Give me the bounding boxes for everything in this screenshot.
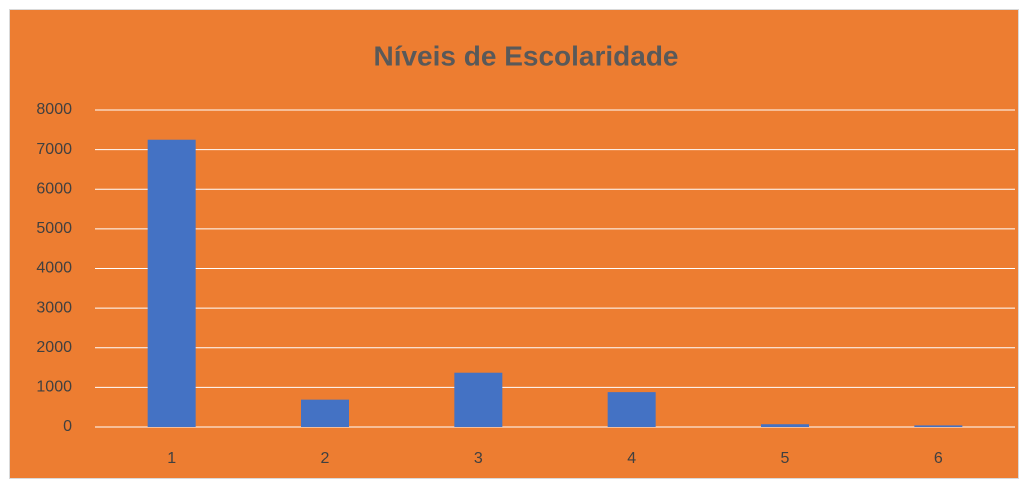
y-tick-label: 4000: [36, 260, 72, 277]
y-tick-label: 5000: [36, 220, 72, 237]
bar: [607, 392, 656, 427]
x-tick-label: 1: [167, 450, 176, 467]
chart-title: Níveis de Escolaridade: [373, 40, 678, 71]
y-tick-label: 3000: [36, 299, 72, 316]
bar: [147, 139, 196, 427]
x-tick-label: 3: [474, 450, 483, 467]
y-tick-label: 0: [63, 418, 72, 435]
y-tick-label: 6000: [36, 180, 72, 197]
x-tick-label: 4: [627, 450, 636, 467]
x-tick-label: 2: [321, 450, 330, 467]
bar: [301, 399, 349, 427]
y-tick-label: 7000: [36, 141, 72, 158]
y-tick-label: 2000: [36, 339, 72, 356]
bar: [761, 424, 809, 427]
y-tick-label: 1000: [36, 379, 72, 396]
bar: [914, 425, 963, 427]
x-tick-label: 6: [934, 450, 943, 467]
y-tick-label: 8000: [36, 101, 72, 118]
bar: [454, 372, 503, 427]
x-tick-label: 5: [781, 450, 790, 467]
